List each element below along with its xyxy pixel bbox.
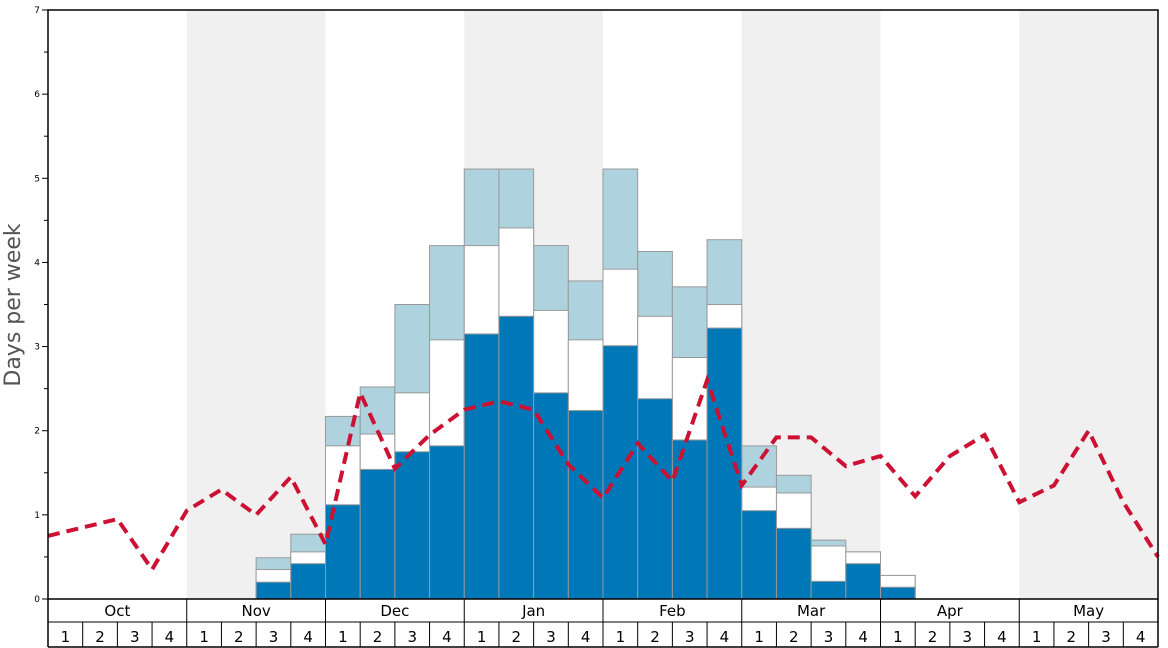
- bar-base: [290, 563, 326, 600]
- week-label: 1: [754, 628, 764, 646]
- month-label-jan: Jan: [521, 602, 545, 620]
- week-label: 3: [962, 628, 972, 646]
- week-label: 3: [685, 628, 695, 646]
- bar-base: [845, 563, 881, 600]
- month-label-may: May: [1073, 602, 1104, 620]
- month-shade-nov: [186, 10, 326, 599]
- y-axis-label: Days per week: [1, 223, 26, 386]
- week-label: 2: [234, 628, 244, 646]
- week-label: 4: [303, 628, 313, 646]
- bar-base: [810, 580, 847, 600]
- week-label: 2: [928, 628, 938, 646]
- month-shade-may: [1019, 10, 1158, 599]
- week-label: 1: [199, 628, 209, 646]
- bar-base: [741, 510, 777, 600]
- week-label: 1: [893, 628, 903, 646]
- month-label-nov: Nov: [241, 602, 270, 620]
- y-tick-label: 1: [34, 511, 40, 521]
- week-label: 3: [1101, 628, 1111, 646]
- bar-base: [463, 333, 500, 600]
- week-label: 1: [61, 628, 71, 646]
- month-label-oct: Oct: [104, 602, 130, 620]
- week-label: 4: [581, 628, 591, 646]
- bar-base: [429, 445, 465, 600]
- bar-base: [255, 581, 292, 600]
- bar-base: [567, 410, 604, 600]
- week-label: 2: [1067, 628, 1077, 646]
- week-label: 4: [997, 628, 1007, 646]
- bar-base: [671, 439, 708, 600]
- week-label: 4: [858, 628, 868, 646]
- bar-base: [637, 398, 673, 600]
- week-label: 1: [616, 628, 626, 646]
- y-tick-label: 3: [34, 343, 40, 353]
- week-label: 2: [650, 628, 660, 646]
- bar-base: [359, 468, 396, 600]
- week-label: 2: [789, 628, 799, 646]
- month-label-feb: Feb: [659, 602, 686, 620]
- week-label: 1: [338, 628, 348, 646]
- bar-base: [775, 527, 812, 600]
- y-tick-label: 6: [34, 90, 40, 100]
- bar-base: [880, 586, 916, 600]
- y-tick-label: 5: [34, 174, 40, 184]
- stacked-bars: [255, 168, 916, 600]
- week-label: 2: [95, 628, 105, 646]
- month-label-apr: Apr: [937, 602, 964, 620]
- y-tick-label: 2: [34, 427, 40, 437]
- week-label: 3: [407, 628, 417, 646]
- month-label-mar: Mar: [797, 602, 826, 620]
- week-label: 3: [824, 628, 834, 646]
- week-label: 4: [1136, 628, 1146, 646]
- week-label: 1: [1032, 628, 1042, 646]
- week-label: 2: [373, 628, 383, 646]
- line-series: [47, 373, 1160, 574]
- week-label: 4: [165, 628, 175, 646]
- bar-base: [533, 392, 569, 600]
- month-label-dec: Dec: [380, 602, 409, 620]
- y-tick-label: 0: [34, 595, 40, 605]
- bar-base: [498, 315, 535, 600]
- axes: 0 1 2 3 4 5 6 7 Oct 1 2 3 4 Nov 1 2 3 4 Dec 1 2 3 4 Jan 1 2 3 4 Feb 1…: [34, 6, 1159, 648]
- week-label: 2: [512, 628, 522, 646]
- week-label: 4: [442, 628, 452, 646]
- week-label: 3: [269, 628, 279, 646]
- y-tick-label: 7: [34, 6, 40, 16]
- week-label: 1: [477, 628, 487, 646]
- week-label: 3: [130, 628, 140, 646]
- dashed-line-series: [47, 373, 1160, 574]
- y-tick-label: 4: [34, 258, 40, 268]
- week-label: 4: [720, 628, 730, 646]
- week-label: 3: [546, 628, 556, 646]
- bar-base: [394, 451, 431, 600]
